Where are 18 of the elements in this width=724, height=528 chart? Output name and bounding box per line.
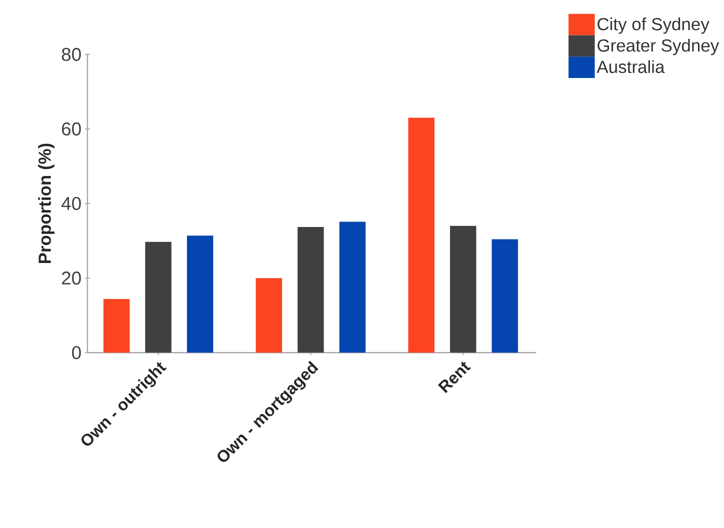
legend-label: Greater Sydney [598, 38, 720, 55]
bar [186, 235, 214, 352]
y-tick-label: 20 [62, 271, 81, 284]
y-tick-label: 0 [72, 346, 81, 359]
bar [145, 242, 172, 352]
y-tick-label: 40 [61, 196, 81, 210]
bar [256, 278, 282, 352]
legend-label: Australia [596, 60, 665, 73]
bar [492, 239, 518, 352]
y-tick-label: 60 [62, 122, 81, 136]
bar [450, 226, 476, 352]
bar [408, 118, 434, 352]
y-tick-label: 80 [62, 48, 81, 61]
bar [103, 298, 130, 352]
legend-label: City of Sydney [598, 17, 710, 34]
bar [298, 226, 324, 352]
y-axis-title: Proportion (%) [38, 143, 54, 263]
bar [339, 222, 366, 352]
